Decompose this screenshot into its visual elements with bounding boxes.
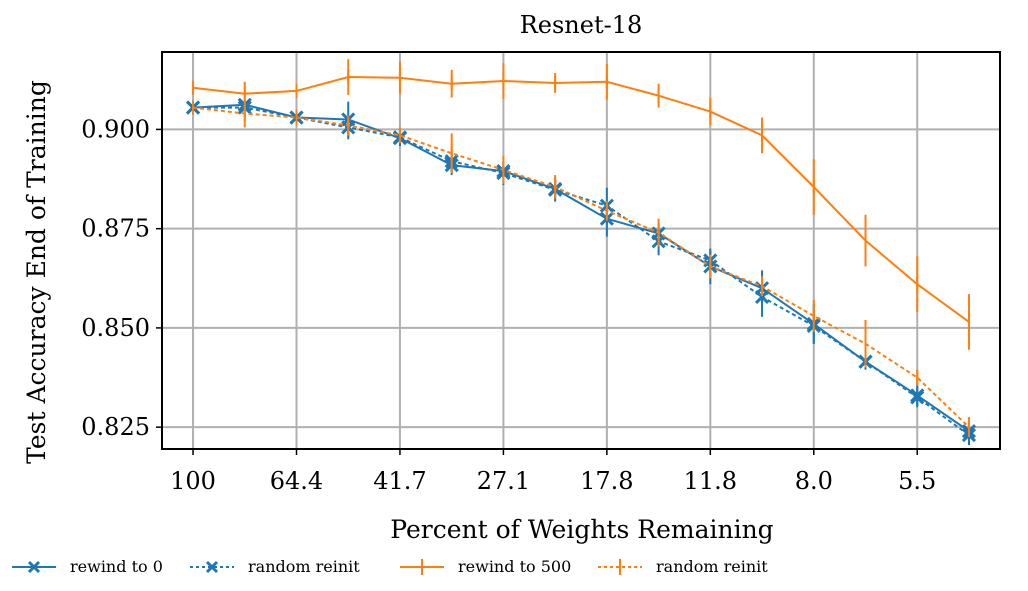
grid — [162, 52, 1000, 449]
x-tick-label: 27.1 — [477, 467, 530, 495]
series-4 — [192, 99, 970, 438]
chart-title: Resnet-18 — [520, 11, 643, 39]
legend-label: random reinit — [248, 557, 360, 576]
legend-item-2: random reinit — [190, 557, 360, 576]
legend-label: rewind to 0 — [70, 557, 163, 576]
series-line — [192, 106, 970, 428]
series-layer — [185, 59, 977, 446]
data-point — [910, 390, 925, 405]
series-1 — [185, 97, 977, 446]
y-tick-label: 0.900 — [81, 115, 150, 143]
x-tick-label: 100 — [170, 467, 216, 495]
y-tick-label: 0.825 — [81, 413, 150, 441]
y-tick-label: 0.850 — [81, 314, 150, 342]
x-axis-label: Percent of Weights Remaining — [390, 515, 773, 544]
legend-label: random reinit — [656, 557, 768, 576]
legend-marker — [27, 560, 41, 574]
legend-item-4: random reinit — [598, 557, 768, 576]
series-line — [192, 76, 970, 323]
series-3 — [192, 59, 970, 350]
y-axis-label: Test Accuracy End of Training — [22, 80, 51, 464]
plot-frame — [161, 51, 1001, 450]
legend-label: rewind to 500 — [458, 557, 571, 576]
series-2 — [185, 100, 977, 446]
legend: rewind to 0 random reinit rewind to 500 ran… — [12, 557, 768, 576]
x-tick-label: 17.8 — [580, 467, 633, 495]
legend-item-1: rewind to 0 — [12, 557, 163, 576]
legend-marker — [205, 560, 219, 574]
data-point — [754, 289, 770, 305]
series-line — [193, 106, 970, 436]
y-tick-label: 0.875 — [81, 215, 150, 243]
x-tick-label: 64.4 — [270, 467, 323, 495]
legend-item-3: rewind to 500 — [400, 557, 571, 576]
axis-ticks: 100 64.4 41.7 27.1 17.8 11.8 8.0 5.5 0.825 0.850 0… — [81, 115, 936, 495]
series-line — [192, 103, 970, 432]
x-tick-label: 5.5 — [898, 467, 936, 495]
x-tick-label: 8.0 — [795, 467, 833, 495]
x-tick-label: 41.7 — [373, 467, 426, 495]
x-tick-label: 11.8 — [684, 467, 737, 495]
